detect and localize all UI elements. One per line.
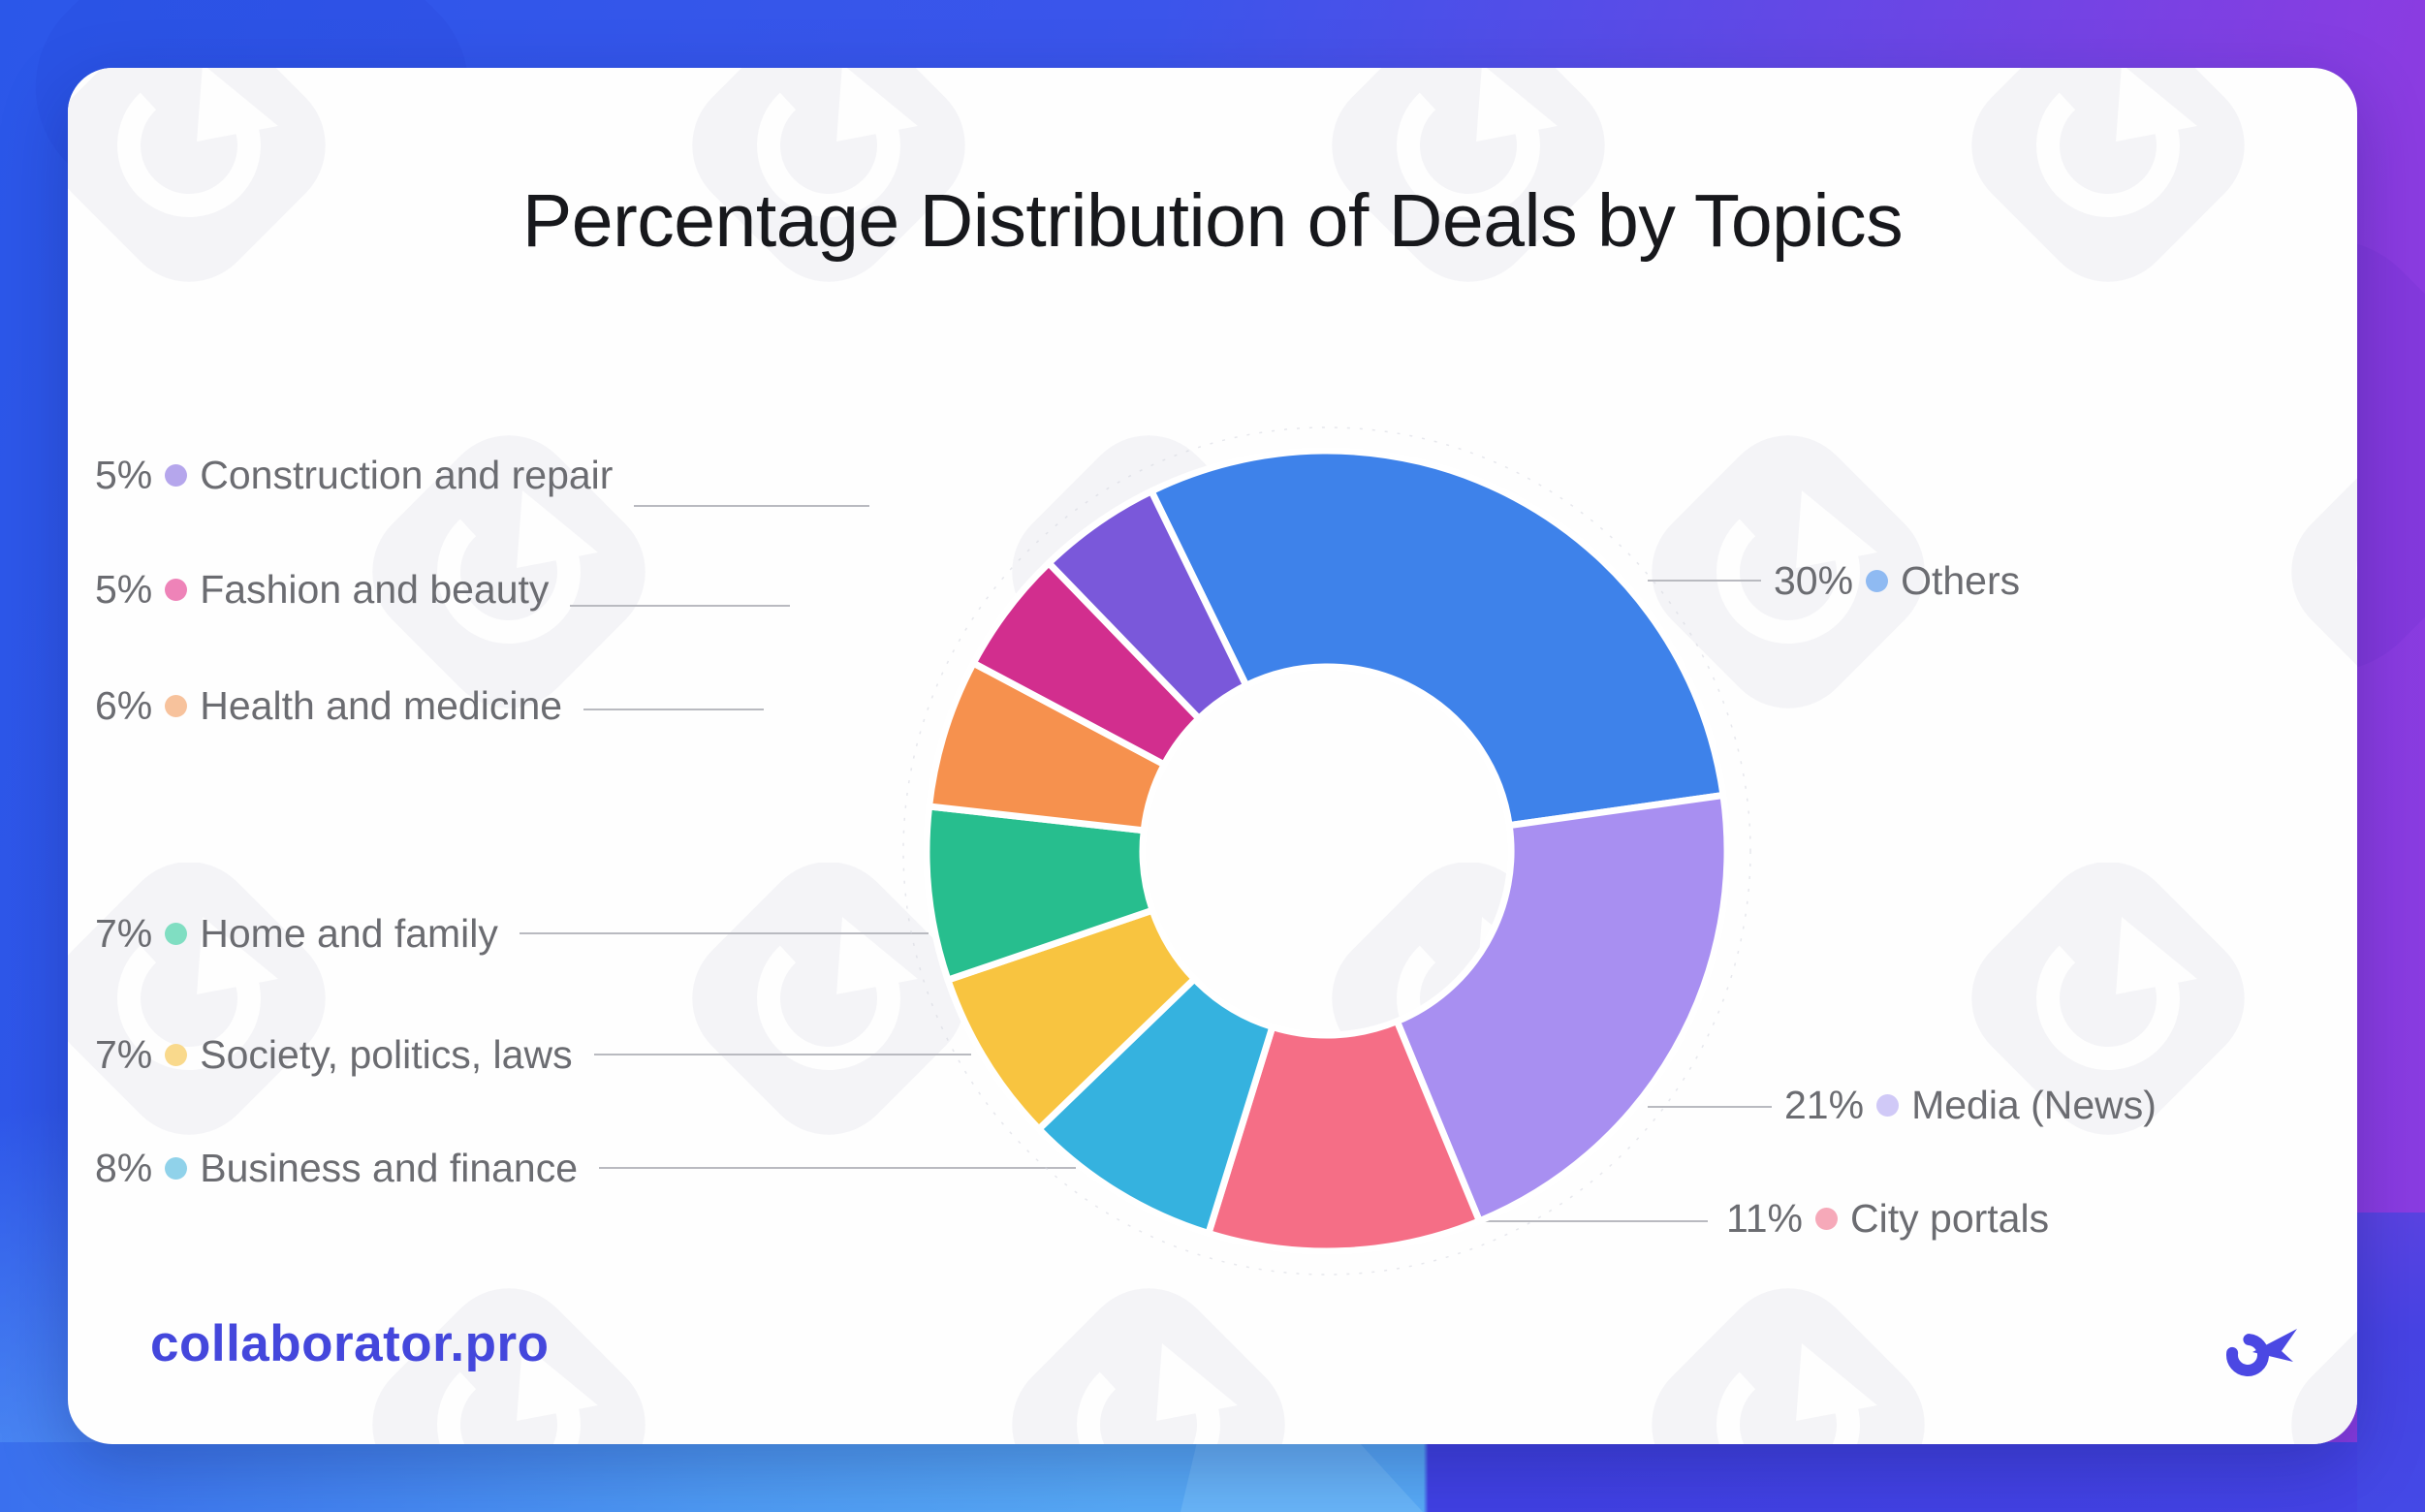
legend-percent: 8%	[95, 1145, 153, 1190]
legend-label: Health and medicine	[200, 682, 563, 728]
legend-dot-icon	[165, 922, 188, 945]
legend-item: 6% Health and medicine	[95, 681, 562, 730]
legend-percent: 21%	[1784, 1082, 1865, 1127]
donut-chart	[902, 426, 1751, 1276]
legend-percent: 11%	[1726, 1195, 1804, 1241]
donut-slice-city-portals	[1205, 1018, 1483, 1255]
bottom-right-indigo-shape	[2357, 1213, 2425, 1512]
legend-dot-icon	[165, 694, 188, 717]
legend-label: Media (News)	[1911, 1082, 2157, 1127]
legend-item: 21% Media (News)	[1784, 1081, 2157, 1129]
bottom-gradient-band	[0, 1442, 2425, 1512]
donut-slice-business-and-finance	[1035, 975, 1276, 1237]
donut-slice-others	[1148, 447, 1727, 830]
donut-slice-construction-and-repair	[1045, 488, 1250, 722]
legend-dot-icon	[1876, 1093, 1900, 1117]
donut-guide-circle	[902, 426, 1751, 1276]
brand-wordmark[interactable]: collaborator.pro	[150, 1315, 550, 1372]
donut-slice-society-politics-laws	[944, 906, 1198, 1133]
legend-percent: 30%	[1774, 557, 1854, 603]
legend-item: 7% Society, politics, laws	[95, 1030, 573, 1079]
donut-slice-media-news-	[1393, 792, 1731, 1225]
chart-title: Percentage Distribution of Deals by Topi…	[521, 179, 1904, 263]
collaborator-logo-icon	[2226, 1329, 2297, 1376]
legend-label: Business and finance	[200, 1145, 579, 1190]
legend-item: 8% Business and finance	[95, 1144, 578, 1192]
legend-percent: 5%	[95, 566, 153, 612]
legend-percent: 5%	[95, 452, 153, 497]
legend-item: 5% Construction and repair	[95, 451, 613, 499]
infographic-card: Percentage Distribution of Deals by Topi…	[68, 68, 2357, 1444]
bottom-band-light-shape	[1181, 1442, 1423, 1512]
legend-dot-icon	[165, 578, 188, 601]
legend-percent: 7%	[95, 1031, 153, 1077]
legend-item: 30% Others	[1774, 556, 2020, 605]
legend-label: City portals	[1850, 1195, 2050, 1241]
legend-dot-icon	[165, 463, 188, 487]
legend-item: 11% City portals	[1726, 1194, 2049, 1243]
legend-label: Construction and repair	[200, 452, 614, 497]
legend-percent: 6%	[95, 682, 153, 728]
legend-label: Fashion and beauty	[200, 566, 550, 612]
legend-dot-icon	[1866, 569, 1889, 592]
legend-label: Society, politics, laws	[200, 1031, 573, 1077]
legend-label: Others	[1901, 557, 2021, 603]
legend-dot-icon	[1815, 1207, 1839, 1230]
donut-slice-home-and-family	[923, 803, 1156, 984]
donut-slice-fashion-and-beauty	[969, 559, 1203, 769]
legend-label: Home and family	[200, 910, 498, 956]
donut-slice-health-and-medicine	[926, 659, 1168, 835]
legend-dot-icon	[165, 1043, 188, 1066]
legend-item: 7% Home and family	[95, 909, 498, 958]
legend-dot-icon	[165, 1156, 188, 1180]
legend-item: 5% Fashion and beauty	[95, 565, 549, 614]
legend-percent: 7%	[95, 910, 153, 956]
